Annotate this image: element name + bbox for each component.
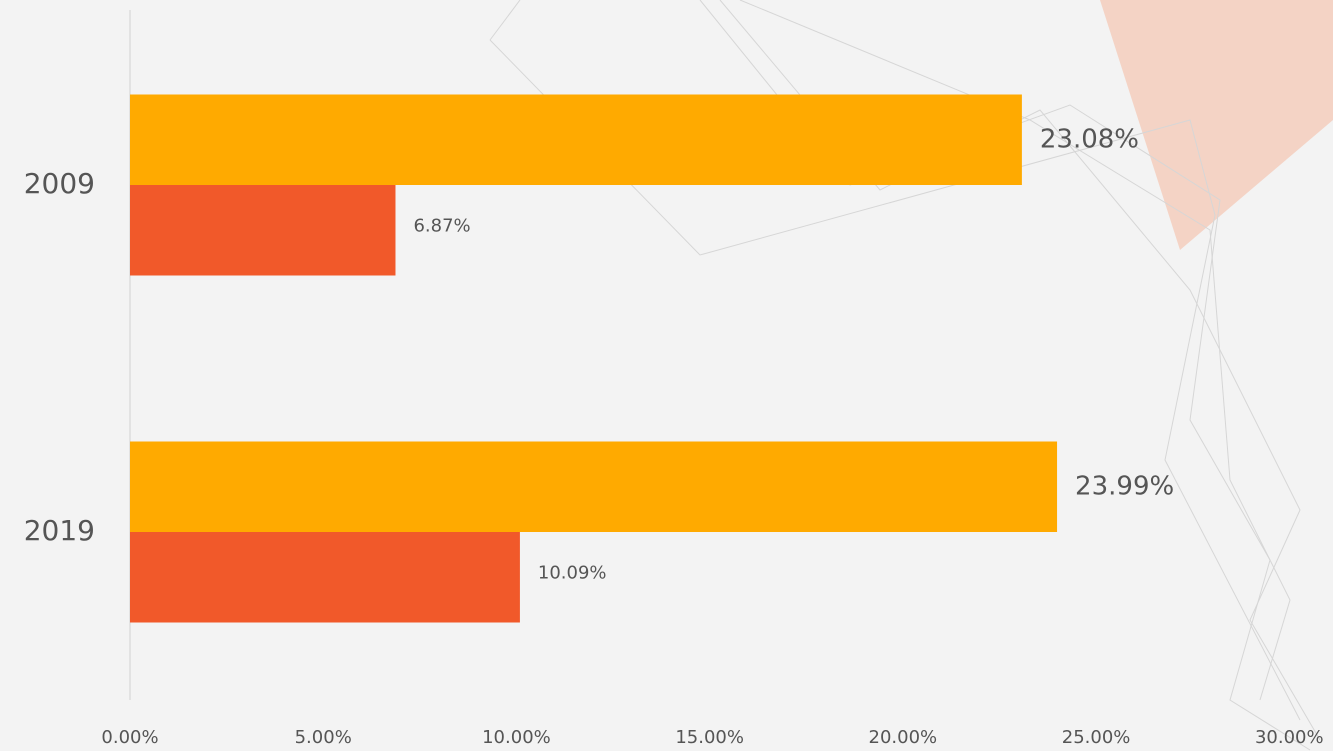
- data-label: 6.87%: [413, 215, 470, 236]
- bar: [130, 441, 1058, 532]
- y-tick-label: 2019: [24, 514, 95, 547]
- x-tick-label: 10.00%: [482, 727, 551, 748]
- data-label: 23.99%: [1075, 471, 1174, 501]
- x-tick-label: 30.00%: [1255, 727, 1324, 748]
- bar: [130, 185, 396, 276]
- bar: [130, 94, 1022, 185]
- x-tick-label: 20.00%: [869, 727, 938, 748]
- x-tick-label: 25.00%: [1062, 727, 1131, 748]
- x-tick-label: 15.00%: [675, 727, 744, 748]
- y-tick-label: 2009: [24, 167, 95, 200]
- x-tick-label: 0.00%: [101, 727, 158, 748]
- x-tick-label: 5.00%: [295, 727, 352, 748]
- data-label: 10.09%: [538, 562, 607, 583]
- bar: [130, 532, 520, 623]
- data-label: 23.08%: [1040, 124, 1139, 154]
